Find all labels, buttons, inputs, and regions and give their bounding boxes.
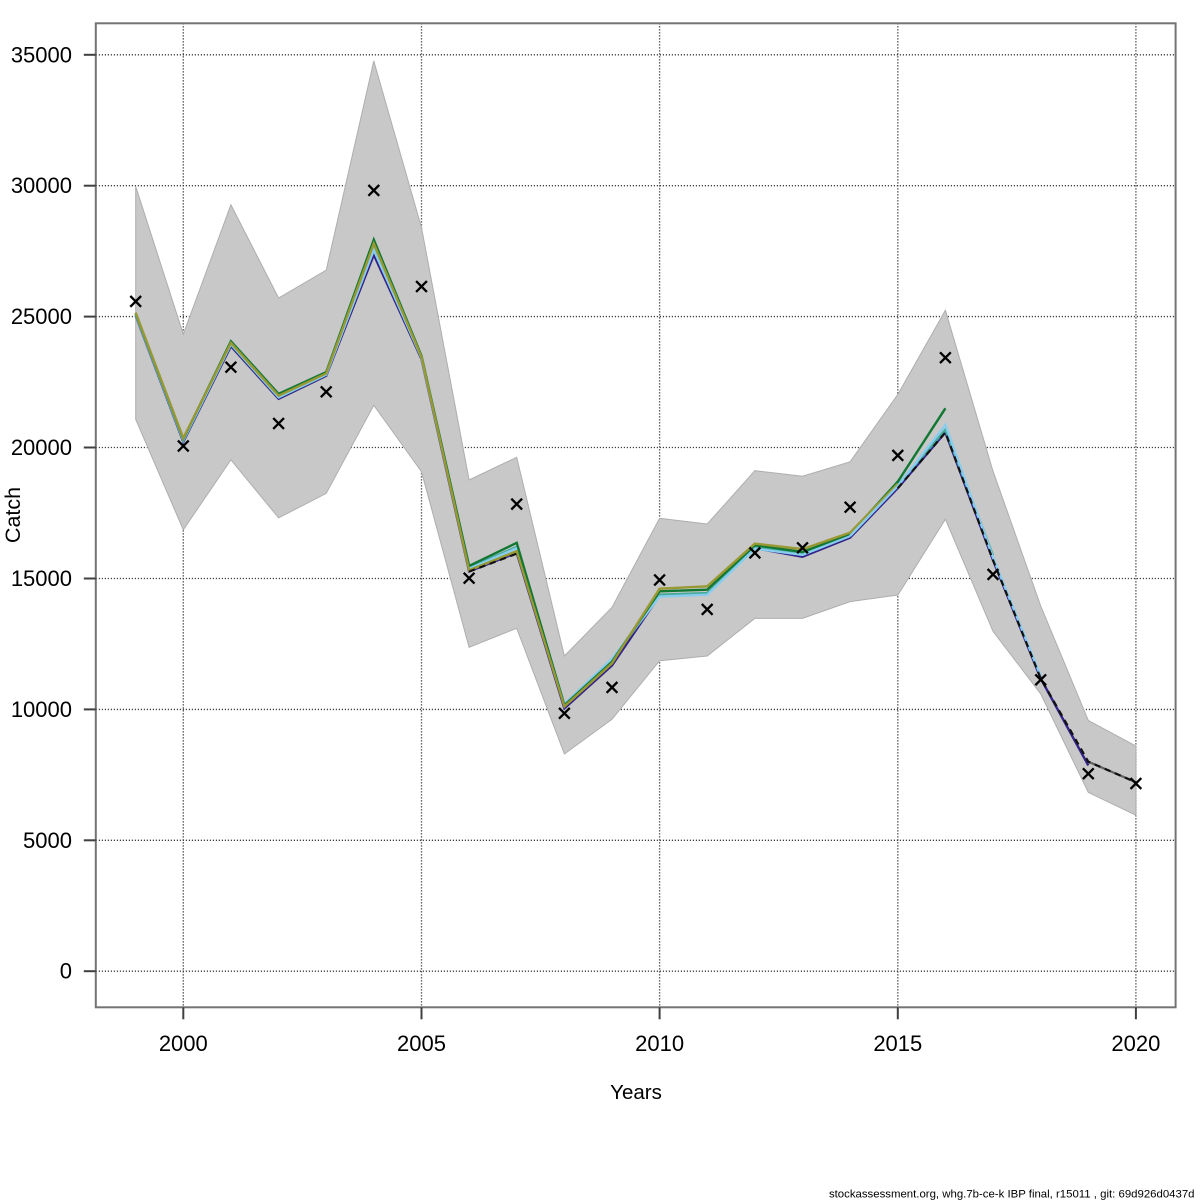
svg-text:2020: 2020: [1111, 1031, 1160, 1056]
svg-text:25000: 25000: [11, 304, 72, 329]
svg-text:30000: 30000: [11, 173, 72, 198]
svg-text:Catch: Catch: [1, 487, 25, 543]
svg-text:2010: 2010: [635, 1031, 684, 1056]
svg-text:35000: 35000: [11, 42, 72, 67]
svg-text:2015: 2015: [873, 1031, 922, 1056]
svg-text:5000: 5000: [23, 828, 72, 853]
svg-text:2000: 2000: [159, 1031, 208, 1056]
svg-text:2005: 2005: [397, 1031, 446, 1056]
svg-text:0: 0: [60, 959, 72, 984]
svg-text:20000: 20000: [11, 435, 72, 460]
svg-text:15000: 15000: [11, 566, 72, 591]
svg-text:10000: 10000: [11, 697, 72, 722]
svg-text:Years: Years: [610, 1081, 662, 1104]
svg-text:stockassessment.org, whg.7b-ce: stockassessment.org, whg.7b-ce-k IBP fin…: [829, 1189, 1195, 1200]
